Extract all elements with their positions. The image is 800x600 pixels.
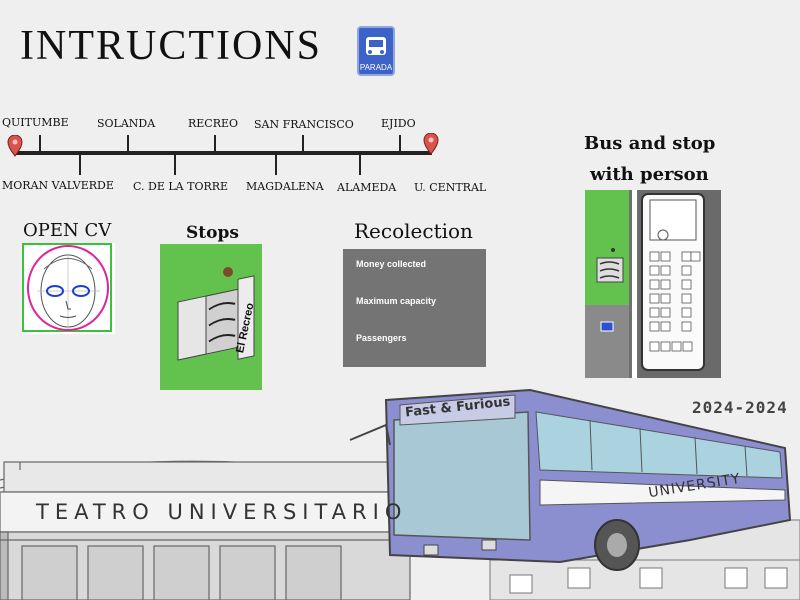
year-range: 2024-2024 (692, 398, 788, 417)
route-line (15, 135, 432, 175)
maximum-capacity-label: Maximum capacity (356, 296, 437, 306)
opencv-heading: OPEN CV (23, 220, 112, 241)
end-pin-icon (423, 133, 439, 155)
theatre-sign-text: TEATRO UNIVERSITARIO (36, 500, 408, 524)
route-stop-label: ALAMEDA (337, 181, 397, 194)
route-stop-label: U. CENTRAL (414, 181, 487, 194)
bus-illustration (349, 388, 792, 571)
stops-heading: Stops (186, 223, 239, 243)
route-stop-label: SOLANDA (97, 117, 156, 130)
money-collected-label: Money collected (356, 259, 427, 269)
opencv-face-image (22, 243, 115, 334)
parada-label: PARADA (359, 63, 393, 72)
route-stop-label: MAGDALENA (246, 180, 324, 193)
bus-stop-heading-line1: Bus and stop (584, 133, 716, 154)
theatre-building (0, 460, 411, 600)
recolection-stats-panel: Money collected Maximum capacity Passeng… (343, 249, 486, 367)
bus-stop-heading-line2: with person (590, 164, 709, 185)
recolection-heading: Recolection (354, 219, 473, 243)
route-stop-label: C. DE LA TORRE (133, 180, 229, 193)
route-stop-label: EJIDO (381, 117, 416, 130)
page-title: INTRUCTIONS (20, 23, 322, 69)
bus-and-stop-image (585, 190, 721, 378)
route-stop-label: MORAN VALVERDE (2, 179, 114, 192)
route-stop-label: RECREO (188, 117, 239, 130)
start-pin-icon (7, 135, 23, 157)
route-stop-label: QUITUMBE (2, 116, 69, 129)
passengers-label: Passengers (356, 333, 407, 343)
bus-stop-sign-icon: PARADA (357, 26, 395, 76)
stop-tile-image: El Recreo (160, 244, 262, 390)
route-stop-label: SAN FRANCISCO (254, 118, 354, 131)
